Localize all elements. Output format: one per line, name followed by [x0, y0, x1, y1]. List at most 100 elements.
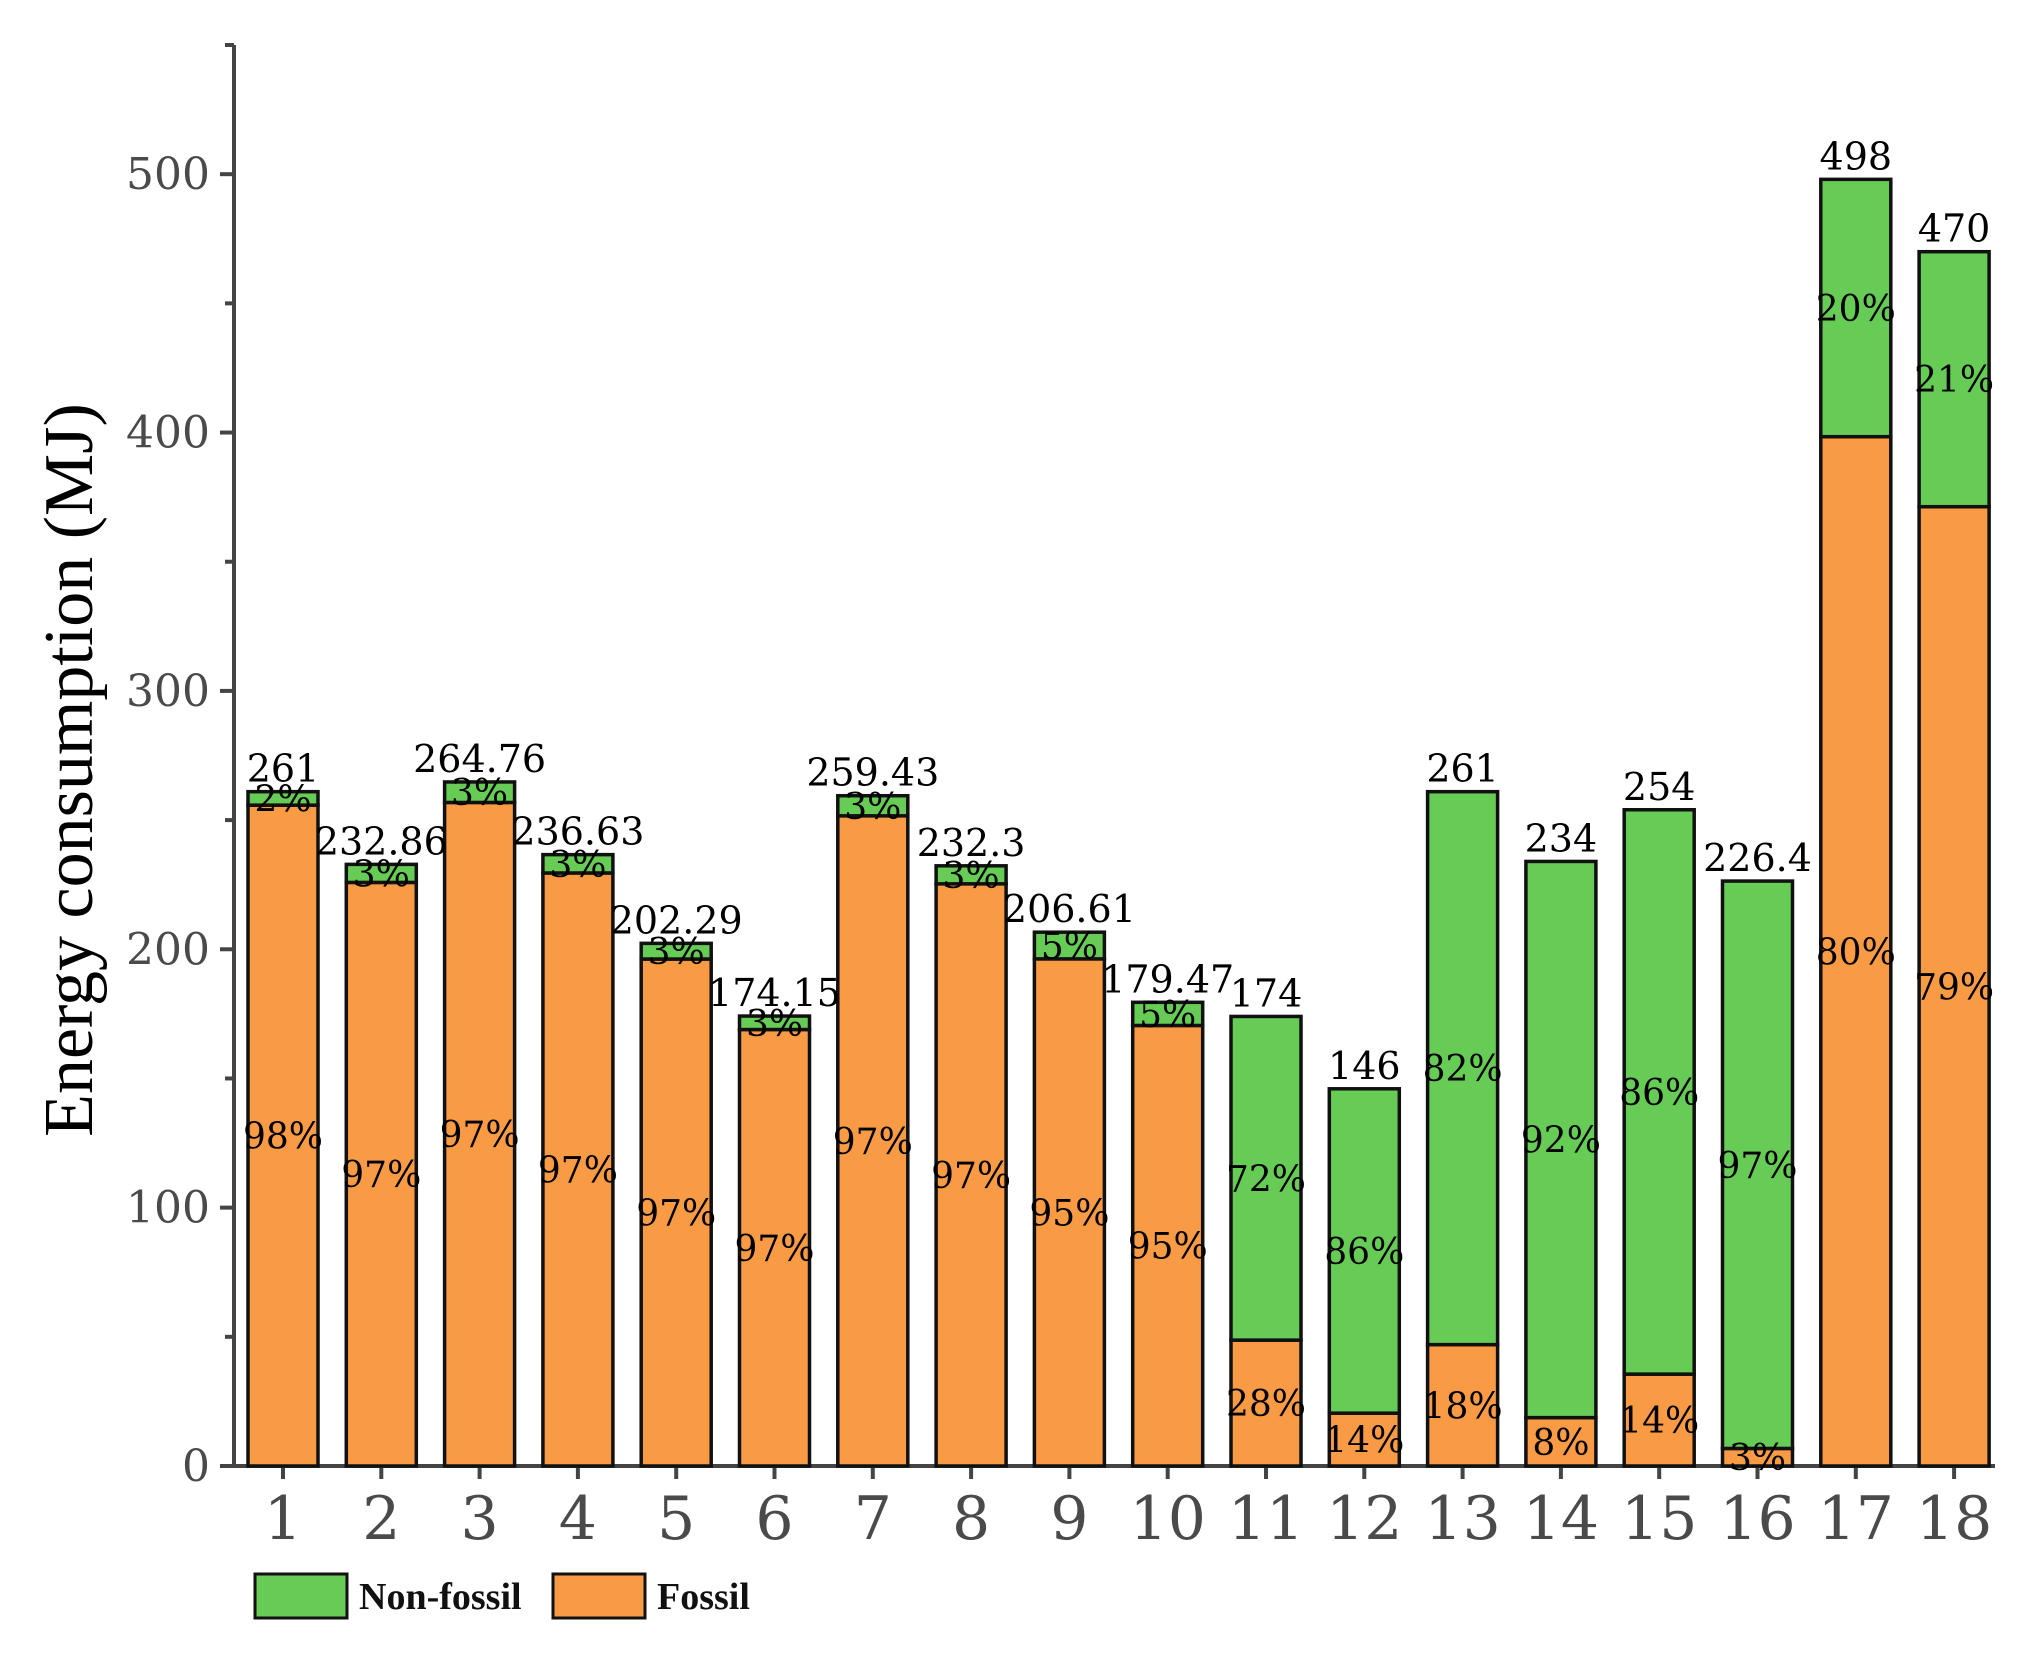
y-tick-label: 300	[126, 666, 210, 717]
x-tick-label: 8	[952, 1484, 990, 1554]
fossil-percent-label: 3%	[1729, 1438, 1786, 1479]
legend-label: Fossil	[657, 1576, 750, 1618]
non-fossil-percent-label: 5%	[1139, 995, 1196, 1036]
bar-total-label: 234	[1525, 816, 1598, 860]
bar-total-label: 261	[1426, 747, 1499, 791]
bar-fossil	[639, 957, 713, 1468]
y-tick-label: 400	[126, 408, 210, 459]
non-fossil-percent-label: 21%	[1914, 360, 1994, 401]
bar-non-fossil	[1327, 1087, 1402, 1415]
non-fossil-percent-label: 3%	[943, 856, 1000, 897]
bar-fossil	[737, 1027, 812, 1468]
bar-fossil	[246, 803, 320, 1468]
bar-total-label: 226.4	[1703, 836, 1812, 880]
fossil-percent-label: 97%	[833, 1122, 913, 1163]
bar-non-fossil	[737, 1014, 812, 1032]
bar-total-label: 498	[1820, 134, 1893, 178]
x-tick-label: 14	[1523, 1484, 1599, 1554]
non-fossil-percent-label: 3%	[549, 845, 606, 886]
bar-fossil	[1229, 1338, 1303, 1468]
x-tick-label: 1	[264, 1484, 302, 1554]
bar-non-fossil	[1819, 177, 1893, 439]
fossil-percent-label: 14%	[1324, 1421, 1404, 1462]
bar-non-fossil	[1425, 789, 1500, 1347]
bar-non-fossil	[1130, 1000, 1205, 1028]
non-fossil-percent-label: 3%	[648, 932, 705, 973]
bar-non-fossil	[1229, 1014, 1303, 1342]
bar-non-fossil	[442, 780, 517, 805]
non-fossil-percent-label: 20%	[1816, 289, 1896, 330]
non-fossil-percent-label: 2%	[254, 779, 311, 820]
x-tick-label: 18	[1916, 1484, 1992, 1554]
x-tick-label: 4	[559, 1484, 597, 1554]
bar-non-fossil	[836, 793, 910, 818]
x-tick-label: 11	[1228, 1484, 1304, 1554]
non-fossil-percent-label: 3%	[746, 1004, 803, 1045]
bar-non-fossil	[1917, 249, 1991, 509]
x-tick-label: 17	[1818, 1484, 1894, 1554]
non-fossil-percent-label: 82%	[1423, 1049, 1503, 1090]
bar-labels: 26198%2%232.8697%3%264.7697%3%236.6397%3…	[243, 134, 1994, 1479]
bar-fossil	[1032, 957, 1107, 1468]
non-fossil-percent-label: 3%	[353, 854, 410, 895]
fossil-percent-label: 97%	[931, 1156, 1011, 1197]
bar-non-fossil	[1720, 879, 1795, 1451]
x-tick-label: 9	[1050, 1484, 1088, 1554]
bar-non-fossil	[1622, 808, 1696, 1376]
legend-swatch	[253, 1572, 349, 1620]
bar-total-label: 232.3	[917, 821, 1026, 865]
y-tick-label: 500	[126, 149, 210, 200]
non-fossil-percent-label: 86%	[1619, 1073, 1699, 1114]
x-tick-label: 13	[1424, 1484, 1500, 1554]
bar-non-fossil	[541, 852, 615, 875]
fossil-percent-label: 97%	[538, 1150, 618, 1191]
y-tick-label: 100	[126, 1183, 210, 1234]
bar-total-label: 259.43	[806, 751, 939, 795]
bar-non-fossil	[1524, 859, 1598, 1420]
x-tick-label: 7	[854, 1484, 892, 1554]
bar-fossil	[1130, 1023, 1205, 1468]
x-tick-label: 2	[362, 1484, 400, 1554]
bar-fossil	[541, 871, 615, 1468]
x-tick-label: 6	[755, 1484, 793, 1554]
fossil-percent-label: 97%	[636, 1194, 716, 1235]
legend-swatch	[551, 1572, 647, 1620]
fossil-percent-label: 97%	[734, 1229, 814, 1270]
x-tick-label: 16	[1719, 1484, 1795, 1554]
bar-total-label: 261	[247, 747, 320, 791]
x-tick-label: 3	[461, 1484, 499, 1554]
bar-non-fossil	[639, 941, 713, 961]
bar-fossil	[1819, 434, 1893, 1468]
x-tick-label: 5	[657, 1484, 695, 1554]
bar-total-label: 174	[1230, 971, 1303, 1015]
fossil-percent-label: 18%	[1423, 1386, 1503, 1427]
fossil-percent-label: 95%	[1128, 1227, 1208, 1268]
bar-total-label: 206.61	[1003, 887, 1136, 931]
bar-total-label: 470	[1918, 207, 1991, 251]
bar-fossil	[934, 882, 1008, 1468]
non-fossil-percent-label: 5%	[1041, 927, 1098, 968]
bar-total-label: 254	[1623, 765, 1696, 809]
fossil-percent-label: 97%	[440, 1115, 520, 1156]
bar-fossil	[1917, 504, 1991, 1468]
fossil-percent-label: 14%	[1619, 1401, 1699, 1442]
bar-fossil	[1622, 1372, 1696, 1468]
y-axis-label: Energy consumption (MJ)	[31, 403, 108, 1137]
bar-fossil	[1327, 1411, 1402, 1468]
non-fossil-percent-label: 72%	[1226, 1159, 1306, 1200]
fossil-percent-label: 28%	[1226, 1384, 1306, 1425]
non-fossil-percent-label: 3%	[844, 787, 901, 828]
bar-total-label: 232.86	[315, 819, 448, 863]
bar-fossil	[1425, 1342, 1500, 1468]
bar-non-fossil	[934, 864, 1008, 886]
legend-label: Non-fossil	[359, 1576, 522, 1618]
bar-total-label: 236.63	[511, 810, 644, 854]
fossil-percent-label: 95%	[1029, 1193, 1109, 1234]
x-tick-label: 10	[1130, 1484, 1206, 1554]
fossil-percent-label: 98%	[243, 1117, 323, 1158]
bars	[246, 177, 1991, 1468]
bar-total-label: 202.29	[610, 898, 743, 942]
fossil-percent-label: 8%	[1532, 1423, 1589, 1464]
